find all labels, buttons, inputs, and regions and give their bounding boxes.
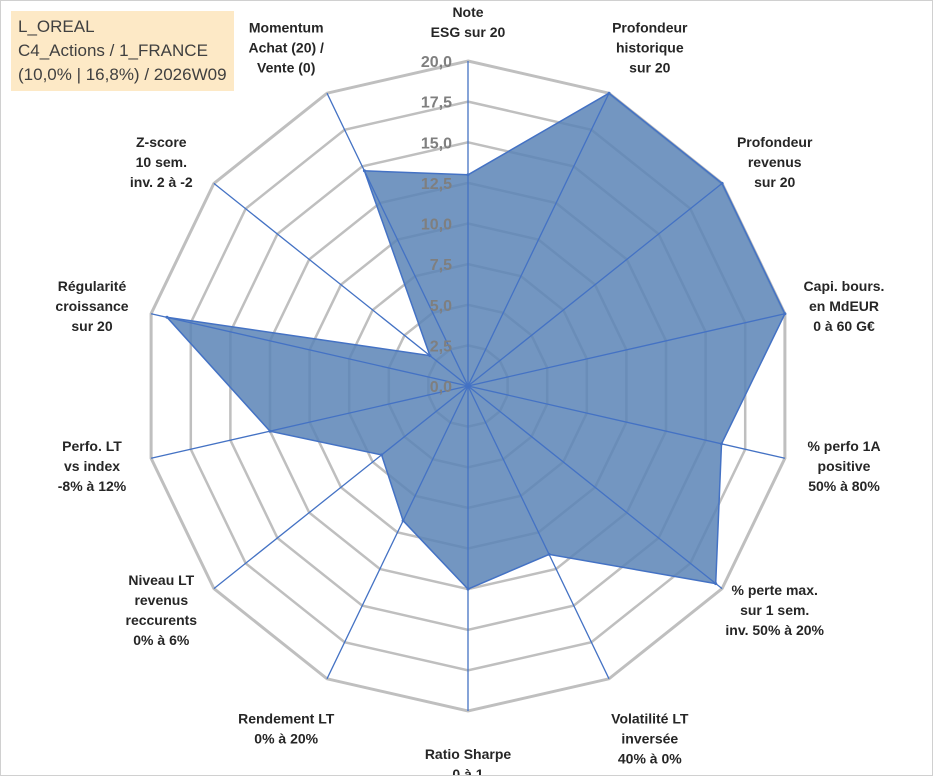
data-point [547, 552, 551, 556]
tick-label: 15,0 [421, 135, 452, 152]
axis-label: Perfo. LT vs index -8% à 12% [58, 438, 127, 494]
data-point [607, 91, 611, 95]
tick-label: 10,0 [421, 217, 452, 234]
axis-label-line: Capi. bours. [804, 278, 885, 294]
axis-label-line: 10 sem. [136, 154, 187, 170]
tick-label: 2,5 [430, 338, 452, 355]
axis-label: Profondeur historique sur 20 [612, 20, 688, 76]
axis-spoke [467, 385, 723, 590]
axis-label-line: croissance [55, 298, 128, 314]
axis-label: Rendement LT 0% à 20% [238, 710, 335, 746]
tick-label: 7,5 [430, 257, 452, 274]
data-point [466, 587, 470, 591]
axis-label-line: -8% à 12% [58, 478, 127, 494]
axis-label-line: Volatilité LT [611, 710, 689, 726]
axis-label: Note ESG sur 20 [431, 4, 506, 40]
axis-label-line: % perfo 1A [807, 438, 880, 454]
data-point [714, 582, 718, 586]
axis-spoke [150, 385, 469, 459]
data-point [165, 315, 169, 319]
data-point [362, 169, 366, 173]
axis-label: Niveau LT revenus reccurents 0% à 6% [126, 572, 198, 648]
axis-label-line: Vente (0) [257, 60, 315, 76]
axis-label-line: revenus [748, 154, 802, 170]
axis-label: Volatilité LT inversée 40% à 0% [611, 710, 689, 766]
axis-spoke [150, 313, 469, 387]
axis-label-line: Note [452, 4, 483, 20]
axis-label-line: 0 à 1 [452, 766, 483, 776]
axis-label-line: sur 1 sem. [740, 602, 809, 618]
axis-label-line: Profondeur [737, 134, 813, 150]
axis-label-line: 0% à 6% [133, 632, 190, 648]
info-box: L_OREAL C4_Actions / 1_FRANCE (10,0% | 1… [11, 11, 234, 91]
axis-spoke [467, 385, 786, 459]
axis-label: Capi. bours. en MdEUR 0 à 60 G€ [804, 278, 885, 334]
axis-label: % perte max. sur 1 sem. inv. 50% à 20% [725, 582, 824, 638]
axis-label-line: revenus [134, 592, 188, 608]
axis-label-line: sur 20 [629, 60, 670, 76]
data-point [380, 453, 384, 457]
axis-label-line: vs index [64, 458, 120, 474]
info-stats: (10,0% | 16,8%) / 2026W09 [18, 65, 227, 84]
axis-label-line: en MdEUR [809, 298, 879, 314]
axis-label-line: Niveau LT [128, 572, 194, 588]
tick-label: 17,5 [421, 95, 452, 112]
data-point [783, 312, 787, 316]
tick-label: 12,5 [421, 176, 452, 193]
axis-spoke [326, 385, 469, 680]
axis-label-line: Profondeur [612, 20, 688, 36]
data-point [401, 519, 405, 523]
tick-label: 0,0 [430, 379, 452, 396]
data-point [466, 173, 470, 177]
axis-label-line: positive [818, 458, 871, 474]
info-category: C4_Actions / 1_FRANCE [18, 41, 208, 60]
axis-label-line: 50% à 80% [808, 478, 880, 494]
axis-label-line: % perte max. [732, 582, 818, 598]
data-point [428, 354, 432, 358]
axis-label: Z-score 10 sem. inv. 2 à -2 [130, 134, 193, 190]
series-area [165, 92, 786, 590]
axis-spoke [467, 182, 723, 387]
axis-label-line: historique [616, 40, 684, 56]
axis-spoke [467, 92, 610, 387]
axis-spoke [213, 385, 469, 590]
axis-label-line: inv. 50% à 20% [725, 622, 824, 638]
axis-label-line: Achat (20) / [248, 40, 324, 56]
axis-label-line: ESG sur 20 [431, 24, 506, 40]
axis-label-line: sur 20 [71, 318, 112, 334]
axis-spoke [467, 385, 610, 680]
axis-label-line: inv. 2 à -2 [130, 174, 193, 190]
info-ticker: L_OREAL [18, 17, 95, 36]
axis-label: Régularité croissance sur 20 [55, 278, 128, 334]
axis-spoke [467, 313, 786, 387]
tick-label: 20,0 [421, 54, 452, 71]
axis-spoke [326, 92, 469, 387]
tick-label: 5,0 [430, 298, 452, 315]
axis-label-line: Régularité [58, 278, 127, 294]
axis-label: Ratio Sharpe 0 à 1 [425, 746, 512, 776]
axis-label-line: Ratio Sharpe [425, 746, 512, 762]
axis-spoke [213, 182, 469, 387]
data-point [720, 442, 723, 446]
axis-label-line: Perfo. LT [62, 438, 122, 454]
axis-label-line: Rendement LT [238, 710, 335, 726]
axis-label: Momentum Achat (20) / Vente (0) [248, 20, 324, 76]
axis-label-line: 40% à 0% [618, 750, 682, 766]
data-point [268, 429, 272, 433]
axis-label-line: inversée [621, 730, 678, 746]
axis-label: Profondeur revenus sur 20 [737, 134, 813, 190]
axis-label-line: 0% à 20% [254, 730, 318, 746]
axis-label-line: reccurents [126, 612, 198, 628]
axis-label-line: 0 à 60 G€ [813, 318, 875, 334]
axis-label: % perfo 1A positive 50% à 80% [807, 438, 880, 494]
axis-label-line: sur 20 [754, 174, 795, 190]
axis-label-line: Momentum [249, 20, 324, 36]
axis-label-line: Z-score [136, 134, 187, 150]
data-point [720, 181, 724, 185]
